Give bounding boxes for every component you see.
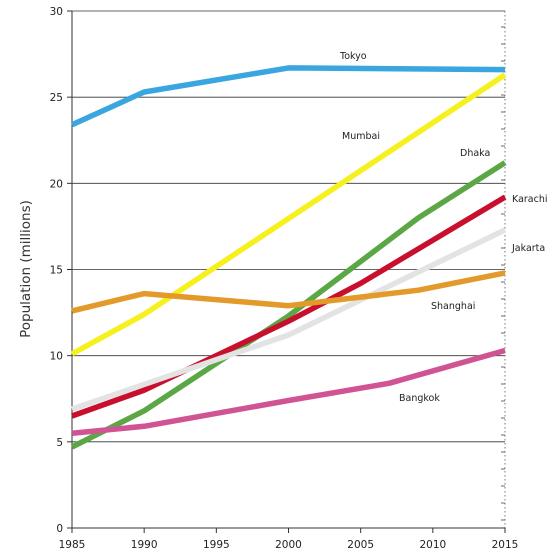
- x-tick-label: 1990: [131, 539, 158, 551]
- y-axis-label: Population (millions): [18, 200, 34, 338]
- series-line-shanghai: [71, 270, 506, 314]
- series-line-karachi: [71, 194, 507, 419]
- tick-labels: 0 5 10 15 20 25 30 1985 1990 1995 2000 2005 2010 2015: [50, 6, 519, 551]
- series-label-bangkok: Bangkok: [399, 393, 440, 404]
- series-label-karachi: Karachi: [512, 194, 548, 205]
- y-tick-label: 10: [50, 351, 63, 363]
- y-tick-label: 15: [50, 265, 63, 277]
- series-label-tokyo: Tokyo: [339, 51, 367, 62]
- x-tick-label: 1985: [59, 539, 86, 551]
- series-line-dhaka: [70, 160, 507, 450]
- y-tick-label: 0: [56, 523, 63, 535]
- x-tick-label: 2005: [347, 539, 374, 551]
- series-line-tokyo: [70, 65, 506, 128]
- y-tick-label: 20: [50, 178, 63, 190]
- x-tick-label: 2000: [275, 539, 302, 551]
- series-line-mumbai: [70, 72, 507, 357]
- x-tick-label: 2015: [492, 539, 519, 551]
- y-tick-label: 25: [50, 92, 63, 104]
- y-tick-label: 5: [56, 437, 63, 449]
- series-labels: Tokyo Mumbai Dhaka Karachi Jakarta Shanghai Ba…: [339, 51, 548, 404]
- series-label-mumbai: Mumbai: [342, 131, 380, 142]
- series-label-dhaka: Dhaka: [460, 148, 490, 159]
- series-line-bangkok: [71, 347, 506, 436]
- series-label-shanghai: Shanghai: [431, 301, 475, 312]
- axes: [67, 10, 506, 533]
- x-tick-label: 2010: [419, 539, 446, 551]
- series-label-jakarta: Jakarta: [511, 243, 545, 254]
- series-line-jakarta: [71, 227, 507, 412]
- gridlines: [72, 10, 505, 443]
- x-tick-label: 1995: [203, 539, 230, 551]
- y-tick-label: 30: [50, 6, 63, 18]
- series-lines: [70, 65, 507, 450]
